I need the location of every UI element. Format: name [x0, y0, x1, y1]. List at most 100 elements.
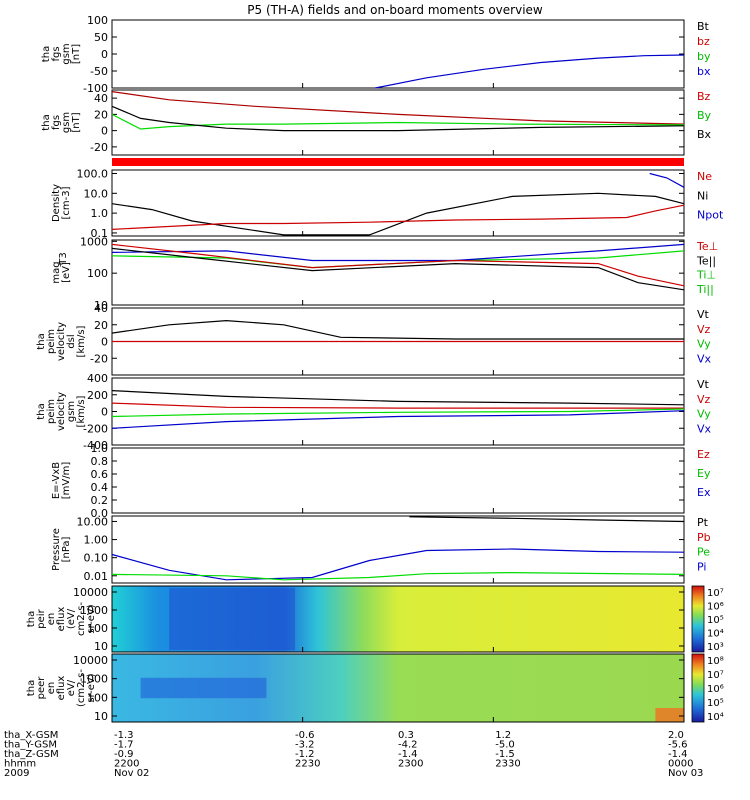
series-line: [111, 402, 684, 409]
y-axis-label: Pressure[nPa]: [51, 528, 72, 571]
series-line: [111, 243, 685, 262]
legend-entry: Ti⊥: [696, 269, 716, 282]
x-row-value: -1.4: [398, 749, 418, 760]
panel-frame: [111, 653, 685, 723]
y-tick-label: 1000: [80, 235, 108, 248]
y-tick-label: 1.0: [91, 207, 109, 220]
x-row-value: -5.6: [668, 740, 688, 751]
spectrogram-cavity: [169, 588, 296, 650]
x-row-value: 0.3: [398, 730, 414, 741]
legend-entry: By: [697, 109, 712, 122]
panel-frame: [111, 447, 685, 514]
x-row-value: 2300: [398, 759, 423, 770]
panel-9: 10⁸ 10⁷ 10⁶ 10⁵ 10⁴ 10000 1000 100 10 thapeerenef…: [26, 653, 724, 723]
legend-entry: Te||: [696, 254, 716, 267]
panel-6: 1.00.80.60.40.20.0 E=-VxB[mV/m] Ez Ey Ex: [51, 442, 711, 520]
y-axis-label: E=-VxB[mV/m]: [51, 462, 72, 500]
y-axis-label: thapeireneflux(eV/cm2-s-sr-eV): [26, 602, 97, 636]
legend-entry: Bz: [697, 90, 711, 103]
series-line: [111, 204, 685, 230]
colorbar-tick: 10⁶: [707, 684, 724, 695]
y-tick-label: 0.6: [91, 468, 109, 481]
x-row-value: -1.5: [495, 749, 515, 760]
series-line: [111, 243, 685, 287]
y-tick-label: -20: [90, 352, 108, 365]
y-tick-label: -400: [83, 439, 108, 452]
y-tick-label: 100.0: [77, 167, 109, 180]
y-axis-label-line: E=-VxB: [51, 462, 62, 499]
y-tick-label: 0.0: [91, 507, 109, 520]
y-axis-label: thapeimvelocitygsm[km/s]: [36, 392, 87, 431]
y-axis-label-line: gsm: [61, 43, 72, 64]
y-tick-label: 1.0: [91, 442, 109, 455]
y-tick-label: 0: [101, 48, 108, 61]
panels: 100500-50-100thafgsgsm[nT]Btbzbybx40200-…: [26, 14, 724, 723]
legend-entry: Vy: [697, 338, 711, 351]
y-axis-label-line: peim: [46, 399, 57, 424]
panel-2: 100.0 10.0 1.0 0.1 Density[cm-3] Ne Ni Npot: [51, 167, 724, 239]
legend-entry: Vx: [697, 422, 712, 435]
colorbar-tick: 10⁴: [707, 629, 724, 640]
y-tick-label: 0: [101, 336, 108, 349]
y-axis-label-line: tha: [41, 46, 52, 62]
colorbar-tick: 10⁴: [707, 712, 724, 723]
x-row-value: 2.0: [668, 730, 684, 741]
legend-entry: Pt: [697, 516, 709, 529]
legend-entry: Vy: [697, 408, 711, 421]
y-tick-label: 50: [94, 31, 108, 44]
x-row-value: 0000: [668, 759, 693, 770]
y-tick-label: 10: [94, 640, 108, 653]
series-line: [374, 54, 685, 89]
legend-entry: Vt: [697, 378, 710, 391]
y-axis-label-line: peir: [36, 608, 47, 628]
y-tick-label: 0: [101, 406, 108, 419]
panel-frame: [111, 585, 685, 653]
y-axis-label-line: mag: [51, 261, 62, 283]
legend-entry: Te⊥: [696, 240, 718, 253]
series-line: [409, 516, 685, 523]
legend-entry: Pb: [697, 531, 711, 544]
colorbar-tick: 10⁶: [707, 602, 724, 613]
colorbar-tick: 10⁸: [707, 656, 724, 667]
panel-frame: [111, 377, 685, 446]
y-axis-label: thapeerenefluxeV/(cm2-s-sr-eV): [26, 669, 97, 707]
series-line: [111, 247, 685, 291]
y-tick-label: 0.2: [91, 494, 109, 507]
y-axis-label-line: sr-eV): [86, 604, 97, 633]
panel-frame: [111, 89, 685, 156]
colorbar-tick: 10⁵: [707, 615, 724, 626]
series-line: [649, 172, 685, 188]
legend-entry: Ey: [697, 467, 711, 480]
y-axis-label-line: tha: [26, 680, 37, 696]
y-axis-label-line: fgs: [51, 46, 62, 61]
panel-frame: [111, 515, 685, 584]
y-tick-label: 10: [94, 299, 108, 312]
y-tick-label: -100: [83, 82, 108, 95]
y-tick-label: 10: [94, 710, 108, 723]
series-line: [111, 408, 685, 418]
x-row-value: 2230: [295, 759, 320, 770]
y-tick-label: 100: [87, 691, 108, 704]
separator-bar: [112, 158, 684, 166]
legend-entry: Bt: [697, 20, 710, 33]
y-tick-label: -200: [83, 422, 108, 435]
y-axis-label-line: en: [46, 682, 57, 695]
x-row-value: -3.2: [295, 740, 315, 751]
y-axis-label-line: peer: [36, 676, 47, 700]
y-axis-label: Density[cm-3]: [51, 184, 72, 222]
y-axis-label-line: velocity: [56, 392, 67, 431]
y-tick-label: -50: [90, 65, 108, 78]
colorbar-tick: 10⁷: [707, 670, 724, 681]
y-axis-label: mag[eV]: [51, 261, 72, 283]
legend-entry: Ez: [697, 448, 710, 461]
legend-entry: Npot: [697, 209, 724, 222]
y-axis-label-line: dsl: [66, 334, 77, 348]
x-row-value: 2200: [114, 759, 139, 770]
legend-entry: Ne: [697, 170, 712, 183]
series-line: [111, 548, 685, 581]
y-tick-label: 1000: [80, 604, 108, 617]
colorbar: [691, 585, 705, 653]
y-axis-label-line: [km/s]: [76, 325, 87, 357]
